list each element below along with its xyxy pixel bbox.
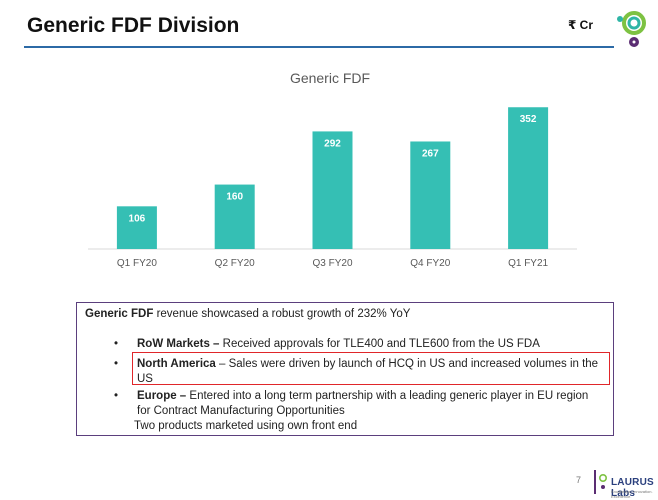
chart-title: Generic FDF (290, 70, 370, 86)
bullet-text: Received approvals for TLE400 and TLE600… (219, 338, 540, 350)
title-divider (24, 46, 614, 48)
bullet-text-continued: for Contract Manufacturing Opportunities (137, 405, 345, 417)
bar-q1-fy21 (508, 107, 549, 249)
bar-value-label: 352 (520, 114, 537, 125)
bullet-dot: • (114, 390, 119, 402)
x-tick-label: Q4 FY20 (410, 258, 450, 269)
bullet-text: Entered into a long term partnership wit… (186, 390, 589, 402)
bullet-heading: North America (137, 358, 216, 370)
summary-intro: Generic FDF revenue showcased a robust g… (85, 307, 410, 322)
laurus-emblem-icon (617, 11, 646, 47)
bar-value-label: 267 (422, 148, 439, 159)
bar-value-label: 292 (324, 138, 341, 149)
bar-q3-fy20 (312, 131, 353, 249)
summary-lead-text: revenue showcased a robust growth of 232… (153, 308, 411, 320)
bar-q4-fy20 (410, 141, 451, 249)
bar-q1-fy20 (116, 206, 157, 249)
highlight-box (132, 352, 610, 385)
bullet-heading: RoW Markets – (137, 338, 220, 350)
bullet-dot: • (114, 358, 119, 370)
x-tick-label: Q1 FY20 (117, 258, 157, 269)
footer-brand: LAURUS Labs (611, 477, 654, 499)
bullet-heading: Europe – (137, 390, 187, 402)
x-tick-label: Q3 FY20 (312, 258, 352, 269)
bullet-extra-line: Two products marketed using own front en… (134, 420, 358, 432)
page-number: 7 (576, 475, 582, 485)
x-tick-label: Q2 FY20 (215, 258, 255, 269)
summary-lead-bold: Generic FDF (85, 308, 154, 320)
footer-tagline: Knowledge. Innovation. Excellence. (611, 489, 653, 499)
bar-value-label: 160 (226, 192, 243, 203)
laurus-footer-icon (594, 470, 608, 494)
bar-value-label: 106 (129, 213, 146, 224)
x-tick-label: Q1 FY21 (508, 258, 548, 269)
bullet-text-continued: US (137, 373, 153, 385)
unit-label: ₹ Cr (568, 18, 594, 32)
bar-q2-fy20 (214, 184, 255, 249)
bullet-text: – Sales were driven by launch of HCQ in … (215, 358, 599, 370)
page-title: Generic FDF Division (27, 14, 240, 37)
bar-chart: Generic FDF 106 Q1 FY20 160 Q2 FY20 292 Q3 FY… (88, 70, 577, 269)
bullet-dot: • (114, 338, 119, 350)
summary-box: Generic FDF revenue showcased a robust g… (76, 302, 614, 436)
